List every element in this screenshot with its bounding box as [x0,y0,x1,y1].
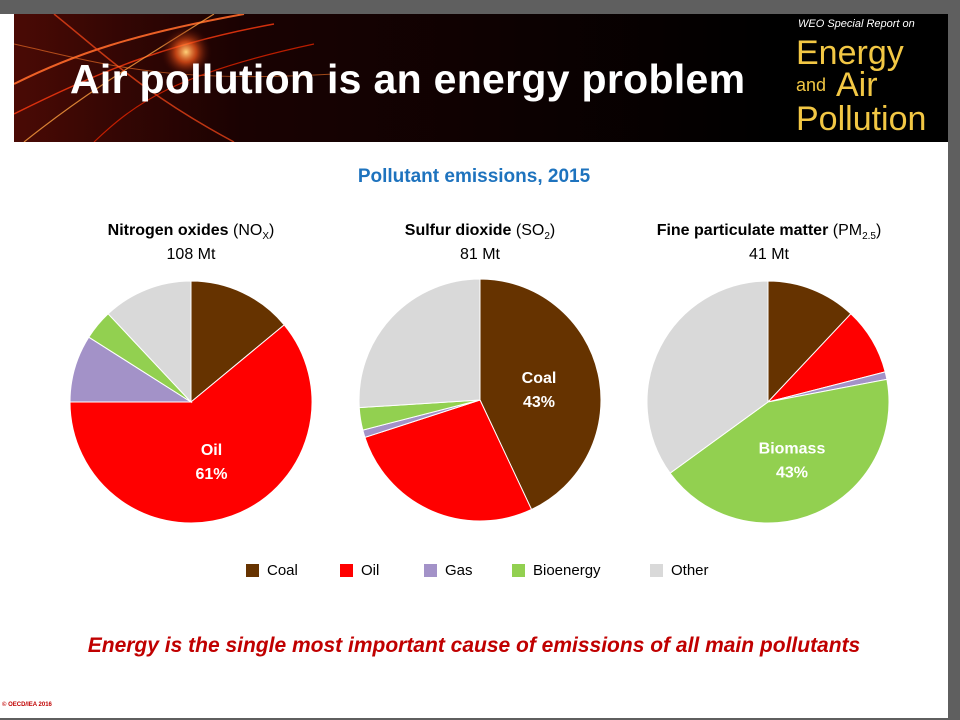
pie-label-so2: Coal 43% [522,370,557,411]
legend-swatch [246,564,259,577]
pie-slice-pm25-other [646,280,769,474]
legend-label: Bioenergy [533,562,601,579]
pie-formula: SO [521,222,545,239]
pie-name-nox: Nitrogen oxides (NOX) [107,222,275,243]
pie-slice-so2-oil [364,399,533,522]
copyright-notice: © OECD/IEA 2016 [2,702,52,708]
legend-item-coal: Coal [246,562,298,579]
pie-formula-sub: X [262,231,270,243]
pie-charts: Oil 61% Coal 43% Biomass 43% [69,278,890,524]
light-streaks-graphic [14,14,774,142]
pie-label-pct: 43% [776,465,808,482]
logo-and: and [796,75,827,95]
pie-slice-nox-oil [69,324,313,524]
pie-name-so2: Sulfur dioxide (SO2) [404,222,556,243]
pie-slice-pm25-coal [767,280,852,404]
legend-swatch [424,564,437,577]
logo-air: Air [836,66,878,104]
logo-energy: Energy [796,34,904,72]
legend-item-bioenergy: Bioenergy [512,562,601,579]
pie-slice-so2-coal [479,278,602,511]
legend-swatch [650,564,663,577]
pie-slice-nox-other [107,280,192,404]
pie-name-pm25: Fine particulate matter (PM2.5) [656,222,882,243]
pie-label-name: Coal [522,370,557,387]
pie-label-pct: 43% [523,394,555,411]
legend-label: Coal [267,562,298,579]
pie-label-nox: Oil 61% [195,442,227,483]
legend-label: Oil [361,562,380,579]
legend-item-other: Other [650,562,709,579]
pie-label-name: Biomass [759,441,826,458]
pie-name-main: Nitrogen oxides [107,222,229,239]
slide: Air pollution is an energy problem WEO S… [0,14,948,718]
legend-item-oil: Oil [340,562,379,579]
legend-swatch [340,564,353,577]
pie-formula: PM [838,222,863,239]
pie-slice-so2-other [358,278,481,409]
pie-slice-nox-coal [190,280,285,404]
chart-title: Pollutant emissions, 2015 [357,166,591,187]
legend-swatch [512,564,525,577]
pie-total-so2: 81 Mt [459,246,500,263]
pie-formula: NO [238,222,263,239]
title-banner: Air pollution is an energy problem WEO S… [14,14,948,142]
report-logo: WEO Special Report on Energy and Air Pol… [774,14,948,142]
slide-title: Air pollution is an energy problem [70,56,746,102]
legend-item-gas: Gas [424,562,473,579]
logo-pollution: Pollution [796,100,927,138]
legend-label: Gas [445,562,473,579]
pie-formula-sub: 2 [544,231,550,243]
pie-total-nox: 108 Mt [166,246,216,263]
legend-label: Other [671,562,709,579]
pie-formula-sub: 2.5 [862,231,876,243]
key-message: Energy is the single most important caus… [87,634,861,657]
pie-name-main: Fine particulate matter [656,222,829,239]
pie-label-name: Oil [201,442,222,459]
pie-total-pm25: 41 Mt [748,246,789,263]
logo-subtitle: WEO Special Report on [798,18,915,30]
pie-label-pm25: Biomass 43% [759,441,826,482]
pie-slice-pm25-bioenergy [669,378,890,524]
pie-label-pct: 61% [195,466,227,483]
pie-name-main: Sulfur dioxide [404,222,512,239]
